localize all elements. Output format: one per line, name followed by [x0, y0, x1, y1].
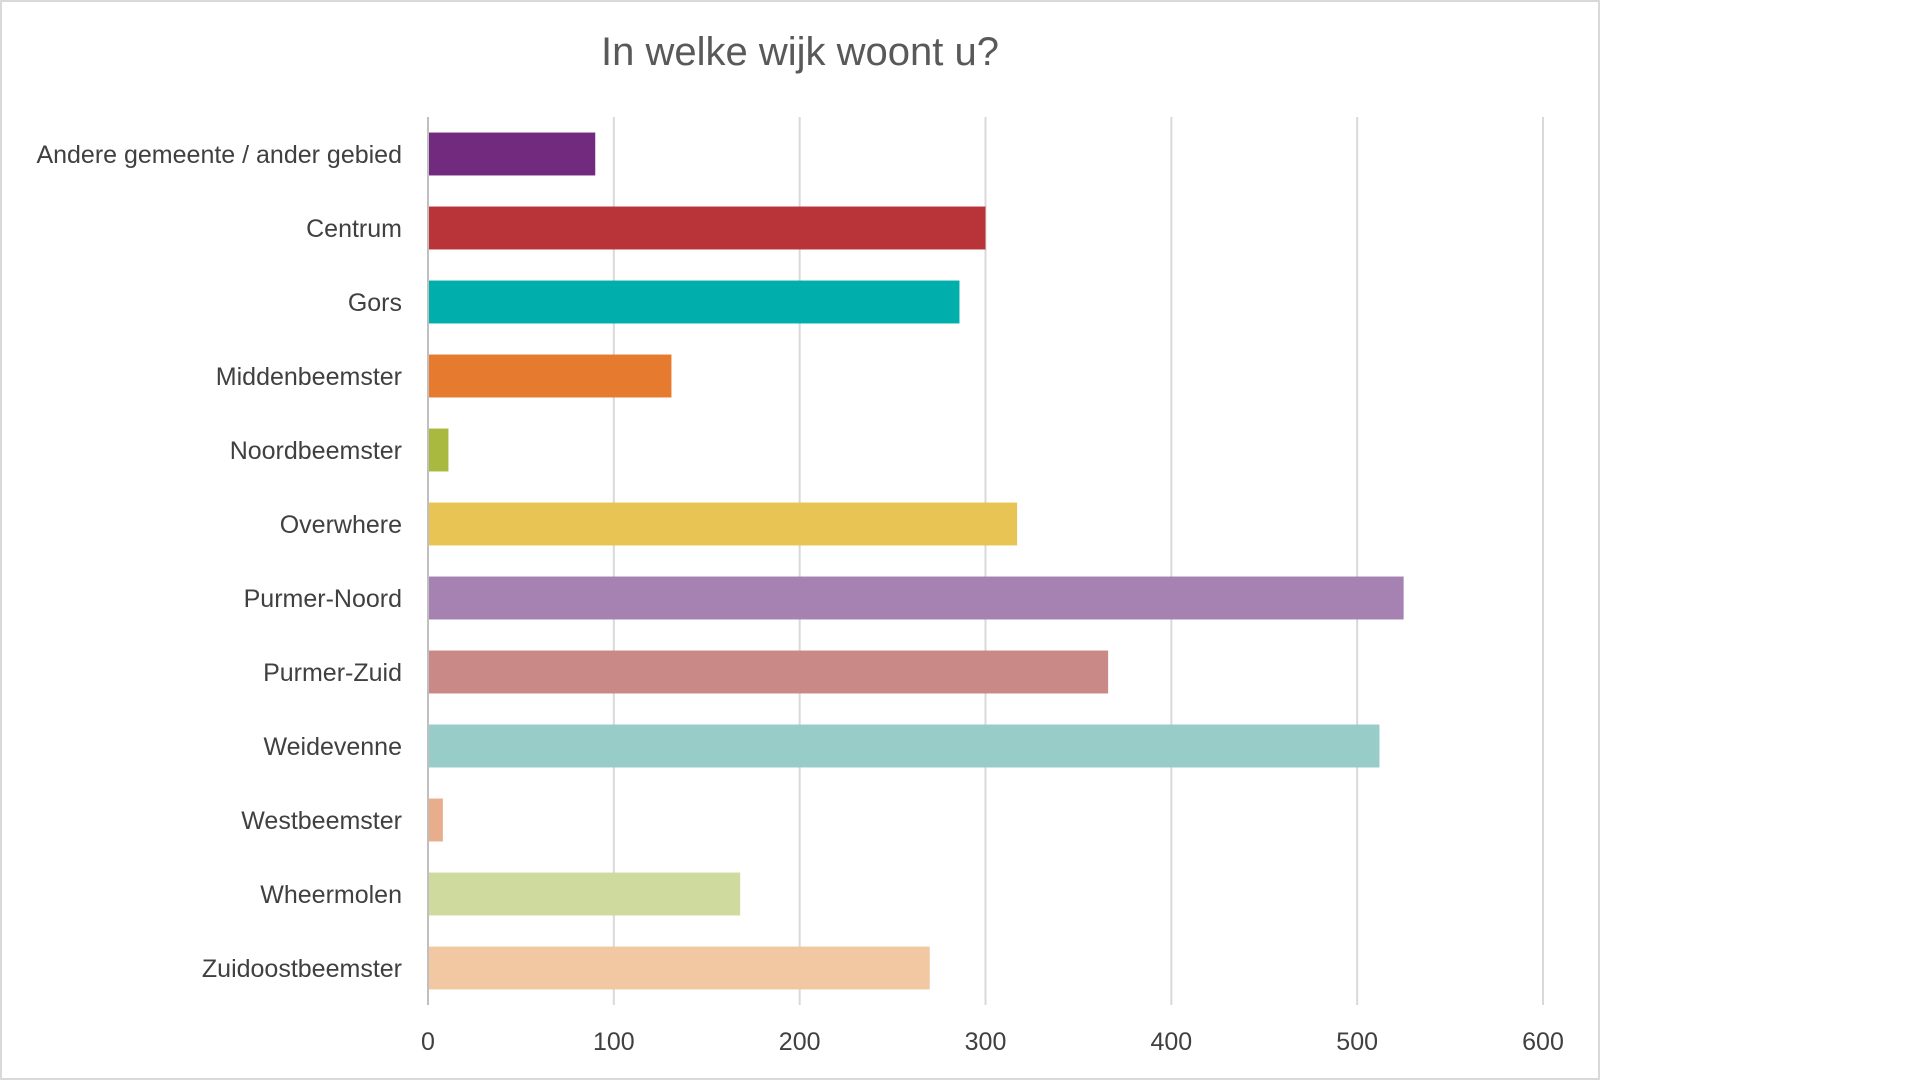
category-label-westbeemster: Westbeemster: [241, 807, 402, 835]
category-label-middenbeemster: Middenbeemster: [216, 363, 402, 391]
tick-label-200: 200: [779, 1028, 821, 1056]
tick-label-0: 0: [421, 1028, 435, 1056]
bar-andere-gemeente-ander-gebied: [428, 132, 596, 176]
category-label-noordbeemster: Noordbeemster: [230, 437, 402, 465]
tick-label-100: 100: [593, 1028, 635, 1056]
bar-noordbeemster: [428, 428, 449, 472]
category-label-purmer-noord: Purmer-Noord: [244, 585, 402, 613]
bar-overwhere: [428, 502, 1018, 546]
category-label-gors: Gors: [348, 289, 402, 317]
category-label-zuidoostbeemster: Zuidoostbeemster: [202, 955, 402, 983]
bar-zuidoostbeemster: [428, 946, 930, 990]
category-label-andere-gemeente-ander-gebied: Andere gemeente / ander gebied: [36, 141, 402, 169]
category-label-purmer-zuid: Purmer-Zuid: [263, 659, 402, 687]
category-label-overwhere: Overwhere: [280, 511, 402, 539]
bars: [428, 132, 1404, 990]
bar-gors: [428, 280, 960, 324]
tick-label-400: 400: [1150, 1028, 1192, 1056]
bar-westbeemster: [428, 798, 443, 842]
bar-wheermolen: [428, 872, 741, 916]
category-label-weidevenne: Weidevenne: [263, 733, 402, 761]
tick-label-300: 300: [965, 1028, 1007, 1056]
category-label-centrum: Centrum: [306, 215, 402, 243]
tick-label-500: 500: [1336, 1028, 1378, 1056]
bar-purmer-zuid: [428, 650, 1109, 694]
bar-weidevenne: [428, 724, 1380, 768]
gridlines: [612, 117, 1544, 1005]
value-axis-ticks: 0 100 200 300 400 500 600: [421, 1028, 1564, 1056]
chart-title: In welke wijk woont u?: [601, 30, 999, 74]
bar-centrum: [428, 206, 986, 250]
bar-purmer-noord: [428, 576, 1404, 620]
tick-label-600: 600: [1522, 1028, 1564, 1056]
category-label-wheermolen: Wheermolen: [260, 881, 402, 909]
category-labels: Andere gemeente / ander gebied Centrum Gor…: [36, 141, 402, 983]
bar-middenbeemster: [428, 354, 672, 398]
